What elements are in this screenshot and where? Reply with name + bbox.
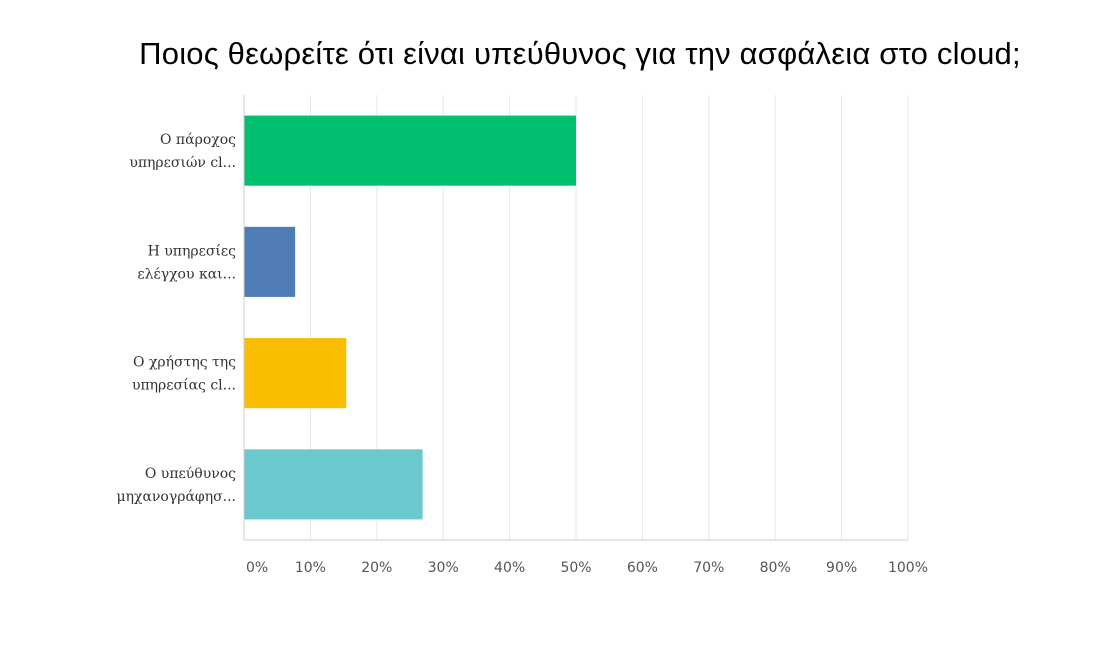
category-label: Ο χρήστης της (133, 355, 236, 371)
category-label: υπηρεσίας cl... (132, 377, 236, 394)
x-axis: 0% 10% 20% 30% 40% 50% 60% 70% 80% 90% 100% (243, 95, 928, 576)
x-tick-label: 100% (888, 560, 928, 576)
category-label: μηχανογράφησ... (116, 489, 236, 505)
category-label: Ο πάροχος (160, 132, 236, 148)
x-tick-label: 70% (693, 560, 724, 576)
x-tick-label: 10% (295, 560, 326, 576)
chart-title: Ποιος θεωρείτε ότι είναι υπεύθυνος για τ… (139, 36, 1021, 71)
category-label: Η υπηρεσίες (148, 242, 237, 259)
x-tick-label: 40% (494, 560, 525, 576)
x-tick-label: 30% (428, 560, 459, 576)
x-tick-label: 50% (560, 560, 591, 576)
bar (244, 115, 576, 186)
x-tick-label: 80% (760, 560, 791, 576)
x-tick-label: 0% (246, 560, 268, 576)
category-labels: Ο πάροχος υπηρεσιών cl... Η υπηρεσίες ελέγχ… (116, 132, 236, 505)
x-tick-label: 90% (826, 560, 857, 576)
x-tick-label: 20% (361, 560, 392, 576)
category-label: υπηρεσιών cl... (129, 155, 236, 171)
category-label: Ο υπεύθυνος (145, 466, 236, 482)
bar (244, 338, 347, 409)
bars (244, 115, 576, 520)
category-label: ελέγχου και... (137, 265, 236, 282)
bar (244, 449, 423, 520)
bar (244, 226, 296, 297)
x-tick-label: 60% (627, 560, 658, 576)
